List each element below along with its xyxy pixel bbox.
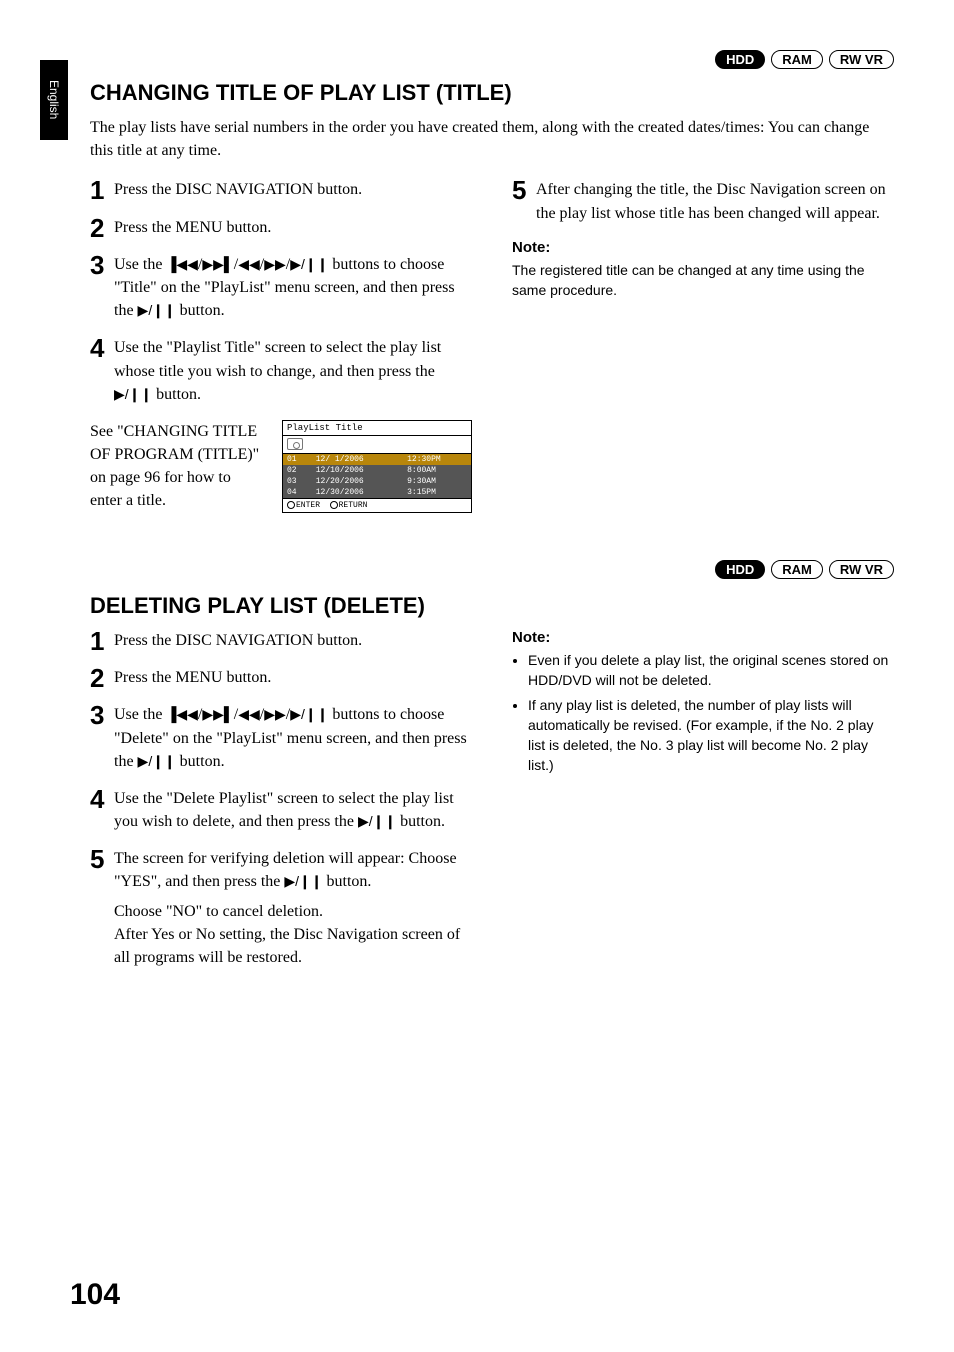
- step-number: 3: [90, 697, 104, 735]
- step-number: 3: [90, 247, 104, 285]
- step-subtext: Choose "NO" to cancel deletion. After Ye…: [114, 900, 472, 970]
- s2-step2: 2 Press the MENU button.: [90, 666, 472, 689]
- circle-icon: [287, 501, 295, 509]
- mini-icon-row: [283, 436, 471, 454]
- step-number: 2: [90, 660, 104, 698]
- step-text-b: button.: [152, 386, 201, 403]
- badge-rwvr: RW VR: [829, 560, 894, 579]
- prev-track-icon: ▐◀◀: [166, 704, 197, 724]
- s2-step4: 4 Use the "Delete Playlist" screen to se…: [90, 787, 472, 833]
- step-number: 5: [90, 841, 104, 879]
- section2-title: DELETING PLAY LIST (DELETE): [90, 593, 894, 619]
- play-pause-icon: ▶/❙❙: [290, 254, 328, 274]
- fast-forward-icon: ▶▶: [264, 254, 286, 274]
- badge-hdd: HDD: [715, 50, 765, 69]
- see-text: See "CHANGING TITLE OF PROGRAM (TITLE)" …: [90, 420, 262, 513]
- circle-icon: [330, 501, 338, 509]
- note-list: Even if you delete a play list, the orig…: [512, 650, 894, 776]
- prev-track-icon: ▐◀◀: [166, 254, 197, 274]
- s2-step1: 1 Press the DISC NAVIGATION button.: [90, 629, 472, 652]
- s1-step4: 4 Use the "Playlist Title" screen to sel…: [90, 336, 472, 406]
- see-reference-block: See "CHANGING TITLE OF PROGRAM (TITLE)" …: [90, 420, 472, 513]
- step-number: 4: [90, 781, 104, 819]
- section2-right-col: Note: Even if you delete a play list, th…: [512, 629, 894, 983]
- step-number: 1: [90, 172, 104, 210]
- play-pause-icon: ▶/❙❙: [138, 300, 176, 320]
- badge-rwvr: RW VR: [829, 50, 894, 69]
- note-heading: Note:: [512, 239, 894, 256]
- section1-intro: The play lists have serial numbers in th…: [90, 116, 894, 162]
- step-text: Press the DISC NAVIGATION button.: [114, 181, 362, 198]
- note-item: Even if you delete a play list, the orig…: [528, 650, 894, 691]
- step-text: Press the DISC NAVIGATION button.: [114, 632, 362, 649]
- step-text-b: button.: [323, 873, 372, 890]
- play-pause-icon: ▶/❙❙: [138, 751, 176, 771]
- section1-left-col: 1 Press the DISC NAVIGATION button. 2 Pr…: [90, 178, 472, 513]
- section1-right-col: 5 After changing the title, the Disc Nav…: [512, 178, 894, 513]
- step-text: After changing the title, the Disc Navig…: [536, 181, 886, 221]
- play-pause-icon: ▶/❙❙: [284, 871, 322, 891]
- note-item: If any play list is deleted, the number …: [528, 695, 894, 776]
- rewind-icon: ◀◀: [238, 254, 260, 274]
- step-number: 5: [512, 172, 526, 210]
- play-pause-icon: ▶/❙❙: [290, 704, 328, 724]
- s1-step2: 2 Press the MENU button.: [90, 216, 472, 239]
- step-text-c: button.: [176, 753, 225, 770]
- rewind-icon: ◀◀: [238, 704, 260, 724]
- note-text: The registered title can be changed at a…: [512, 260, 894, 301]
- step-text-c: button.: [176, 302, 225, 319]
- badge-ram: RAM: [771, 50, 823, 69]
- next-track-icon: ▶▶▌: [202, 254, 233, 274]
- s2-step5: 5 The screen for verifying deletion will…: [90, 847, 472, 969]
- badge-hdd: HDD: [715, 560, 765, 579]
- s1-step3: 3 Use the ▐◀◀/▶▶▌/◀◀/▶▶/▶/❙❙ buttons to …: [90, 253, 472, 323]
- media-badges-top: HDD RAM RW VR: [715, 50, 894, 69]
- s1-step1: 1 Press the DISC NAVIGATION button.: [90, 178, 472, 201]
- s2-step3: 3 Use the ▐◀◀/▶▶▌/◀◀/▶▶/▶/❙❙ buttons to …: [90, 703, 472, 773]
- media-badges-mid: HDD RAM RW VR: [715, 560, 894, 579]
- language-tab: English: [40, 60, 68, 140]
- step-text-a: Use the "Playlist Title" screen to selec…: [114, 339, 441, 379]
- section1-title: CHANGING TITLE OF PLAY LIST (TITLE): [90, 80, 894, 106]
- step-text-a: Use the: [114, 706, 166, 723]
- mini-footer: ENTER RETURN: [283, 498, 471, 512]
- page-number: 104: [70, 1278, 120, 1312]
- step-number: 1: [90, 623, 104, 661]
- badge-ram: RAM: [771, 560, 823, 579]
- next-track-icon: ▶▶▌: [202, 704, 233, 724]
- play-pause-icon: ▶/❙❙: [114, 384, 152, 404]
- playlist-title-screen: PlayList Title 0112/ 1/200612:30PM 0212/…: [282, 420, 472, 513]
- s1-step5: 5 After changing the title, the Disc Nav…: [512, 178, 894, 224]
- play-pause-icon: ▶/❙❙: [358, 811, 396, 831]
- step-text-a: Use the: [114, 256, 166, 273]
- note-heading: Note:: [512, 629, 894, 646]
- step-text: Press the MENU button.: [114, 669, 271, 686]
- mini-table: 0112/ 1/200612:30PM 0212/10/20068:00AM 0…: [283, 454, 471, 498]
- mini-title: PlayList Title: [283, 421, 471, 436]
- fast-forward-icon: ▶▶: [264, 704, 286, 724]
- step-number: 2: [90, 210, 104, 248]
- section2-left-col: 1 Press the DISC NAVIGATION button. 2 Pr…: [90, 629, 472, 983]
- step-text: Press the MENU button.: [114, 219, 271, 236]
- step-number: 4: [90, 330, 104, 368]
- step-text-b: button.: [396, 813, 445, 830]
- camera-icon: [287, 438, 303, 450]
